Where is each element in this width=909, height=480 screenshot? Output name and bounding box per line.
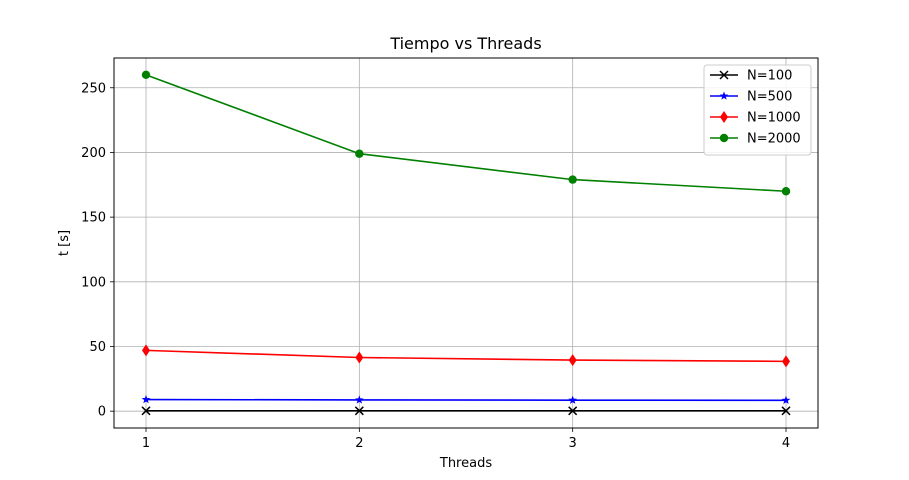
legend-marker xyxy=(719,91,729,100)
data-point xyxy=(781,187,791,196)
data-point xyxy=(781,395,791,405)
legend-marker xyxy=(719,133,729,143)
x-tick-label: 1 xyxy=(142,436,150,451)
data-point xyxy=(355,149,364,158)
data-point xyxy=(568,175,577,184)
legend-item: N=500 xyxy=(710,90,792,105)
data-point xyxy=(141,394,151,404)
y-tick-label: 200 xyxy=(81,146,106,161)
x-axis-label: Threads xyxy=(439,456,492,471)
legend-label: N=500 xyxy=(747,90,792,105)
x-tick-label: 4 xyxy=(782,436,790,451)
data-point xyxy=(568,395,578,404)
legend-marker xyxy=(719,70,729,80)
x-tick-label: 2 xyxy=(355,436,363,451)
series-n-2000 xyxy=(141,70,791,196)
data-point xyxy=(355,351,364,364)
y-tick-label: 100 xyxy=(81,275,106,290)
data-point xyxy=(568,354,577,367)
series-n-1000 xyxy=(142,344,790,368)
data-point xyxy=(141,406,151,416)
y-tick-label: 150 xyxy=(81,211,106,226)
plot-frame xyxy=(113,57,819,429)
legend-box xyxy=(703,64,812,156)
series-n-500 xyxy=(141,394,791,405)
y-tick-label: 250 xyxy=(81,81,106,96)
x-tick-label: 3 xyxy=(569,436,577,451)
x-axis-ticks: 1 2 3 4 xyxy=(142,428,790,451)
series-layer xyxy=(141,70,791,416)
series-n-100 xyxy=(141,406,791,416)
chart-title: Tiempo vs Threads xyxy=(389,34,541,53)
legend-label: N=100 xyxy=(747,69,792,84)
data-point xyxy=(142,344,150,357)
y-axis-label: t [s] xyxy=(57,230,72,256)
legend: N=100 N=500 N=1000 N=2000 xyxy=(703,64,812,156)
y-tick-label: 50 xyxy=(89,340,106,355)
legend-item: N=100 xyxy=(710,69,792,84)
legend-label: N=1000 xyxy=(747,111,801,126)
legend-item: N=1000 xyxy=(710,111,801,126)
series-line xyxy=(145,74,787,193)
legend-label: N=2000 xyxy=(747,132,801,147)
legend-item: N=2000 xyxy=(710,132,801,147)
data-point xyxy=(781,406,791,416)
data-point xyxy=(354,406,364,416)
legend-marker xyxy=(720,111,728,123)
data-point xyxy=(141,70,151,80)
y-tick-label: 0 xyxy=(98,405,106,420)
data-point xyxy=(354,395,364,404)
data-point xyxy=(782,355,790,368)
data-point xyxy=(568,406,578,416)
grid xyxy=(114,58,818,428)
series-line xyxy=(145,349,787,363)
series-line xyxy=(145,398,787,402)
y-axis-ticks: 0 50 100 150 200 250 xyxy=(81,81,114,420)
